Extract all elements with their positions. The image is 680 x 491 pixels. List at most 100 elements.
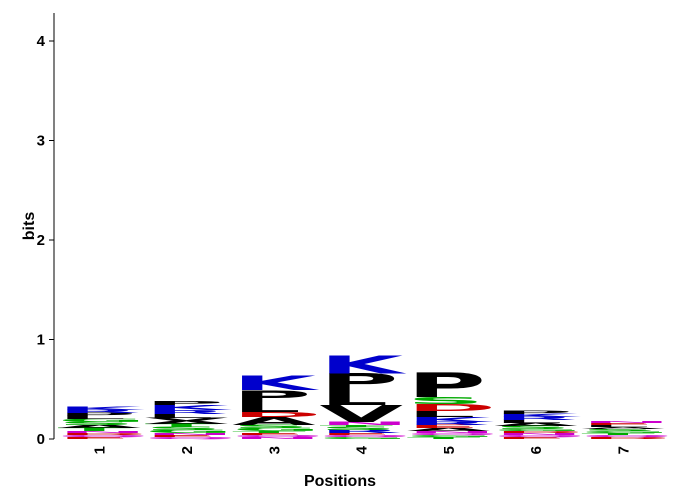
x-tick-label: 2 xyxy=(179,446,196,454)
logo-letter-S: S xyxy=(581,429,659,432)
logo-letter-D: D xyxy=(407,402,497,413)
x-axis-ticks: 1 2 3 4 5 6 7 xyxy=(92,445,633,454)
logo-letter-N: N xyxy=(407,431,497,434)
logo-letter-R: R xyxy=(58,409,141,414)
logo-letter-K: K xyxy=(494,413,582,418)
logo-letter-A: A xyxy=(581,427,665,430)
logo-letter-Q: Q xyxy=(58,435,150,438)
logo-letter-S: S xyxy=(494,425,572,430)
y-tick-label: 1 xyxy=(37,332,45,349)
logo-letter-V: V xyxy=(145,417,229,422)
logo-letter-A: A xyxy=(232,415,316,428)
logo-letter-T: T xyxy=(232,431,306,434)
logo-letter-G: G xyxy=(494,429,583,432)
logo-letter-E: E xyxy=(232,433,306,436)
logo-letter-R: R xyxy=(145,409,228,415)
logo-letter-K: K xyxy=(232,373,320,395)
y-tick-label: 0 xyxy=(37,431,45,448)
logo-letter-A: A xyxy=(145,420,229,425)
logo-letter-Q: Q xyxy=(232,435,324,438)
logo-letter-T: T xyxy=(319,425,393,428)
logo-letter-S: S xyxy=(319,426,397,431)
logo-letter-T: T xyxy=(407,437,481,440)
logo-letter-G: G xyxy=(319,437,408,440)
logo-letter-K: K xyxy=(145,404,233,412)
logo-letter-E: E xyxy=(145,435,219,438)
logo-letter-A: A xyxy=(58,424,142,429)
logo-letter-E: E xyxy=(407,424,481,429)
x-tick-label: 6 xyxy=(528,446,545,454)
logo-letter-T: T xyxy=(58,427,132,432)
logo-letter-P: P xyxy=(319,369,398,396)
logo-letter-T: T xyxy=(581,433,655,436)
logo-letter-E: E xyxy=(319,433,393,436)
logo-letter-P: P xyxy=(232,387,311,406)
logo-letter-G: G xyxy=(581,431,670,434)
logo-letter-P: P xyxy=(407,366,486,406)
logo-letter-E: E xyxy=(581,423,655,426)
x-axis-title: Positions xyxy=(304,473,376,490)
x-tick-label: 5 xyxy=(441,446,458,454)
logo-letter-N: N xyxy=(494,433,584,436)
logo-letter-N: N xyxy=(319,421,409,426)
logo-letter-L: L xyxy=(145,413,214,419)
logo-letter-N: N xyxy=(145,433,235,436)
logo-letter-P: P xyxy=(58,412,137,417)
logo-letter-G: G xyxy=(232,427,321,432)
logo-letter-G: G xyxy=(145,429,234,434)
logo-letter-Q: Q xyxy=(494,435,586,438)
logo-letter-N: N xyxy=(581,421,671,424)
logo-letter-A: A xyxy=(494,422,578,427)
y-tick-label: 2 xyxy=(37,232,45,249)
logo-letter-A: A xyxy=(407,427,491,432)
logo-letter-N: N xyxy=(232,437,322,440)
y-tick-label: 4 xyxy=(37,33,46,50)
logo-letter-S: S xyxy=(407,395,485,406)
logo-letter-L: L xyxy=(407,410,476,419)
logo-letter-G: G xyxy=(58,418,147,423)
logo-letter-L: L xyxy=(494,419,563,424)
logo-letter-S: S xyxy=(58,421,136,426)
logo-letter-T: T xyxy=(145,423,219,428)
logo-letter-D: D xyxy=(232,411,322,419)
logo-letter-K: K xyxy=(58,406,146,411)
logo-letter-D: D xyxy=(494,431,584,434)
logo-letter-R: R xyxy=(319,429,402,434)
logo-letter-Q: Q xyxy=(581,435,673,438)
logo-letter-Q: Q xyxy=(319,435,411,438)
logo-letter-Q: Q xyxy=(407,433,499,436)
logo-letter-L: L xyxy=(319,387,388,411)
logo-letter-D: D xyxy=(58,433,148,436)
logo-letter-R: R xyxy=(494,416,577,421)
logo-letter-P: P xyxy=(494,410,573,415)
x-tick-label: 7 xyxy=(615,446,632,454)
logo-letter-S: S xyxy=(145,426,223,431)
y-axis-ticks: 0 1 2 3 4 xyxy=(37,33,54,448)
logo-letter-L: L xyxy=(581,425,650,428)
letter-stacks: EQDNTASGLPRKQENGSTAVLRKPNQETGSADLPKGQERS… xyxy=(58,351,674,440)
logo-letter-E: E xyxy=(494,437,568,440)
y-axis-title: bits xyxy=(21,212,38,241)
logo-letter-N: N xyxy=(58,431,148,434)
logo-letter-Q: Q xyxy=(145,437,237,440)
x-tick-label: 4 xyxy=(354,445,371,454)
logo-letter-K: K xyxy=(319,351,407,379)
logo-letter-K: K xyxy=(407,416,495,424)
logo-letter-V: V xyxy=(319,401,403,428)
logo-letter-E: E xyxy=(58,437,132,440)
logo-letter-L: L xyxy=(232,400,301,416)
x-tick-label: 1 xyxy=(92,446,109,454)
y-tick-label: 3 xyxy=(37,133,45,150)
logo-letter-G: G xyxy=(407,435,496,438)
logo-letter-D: D xyxy=(581,437,671,440)
logo-letter-R: R xyxy=(407,421,490,426)
logo-letter-L: L xyxy=(58,415,127,420)
